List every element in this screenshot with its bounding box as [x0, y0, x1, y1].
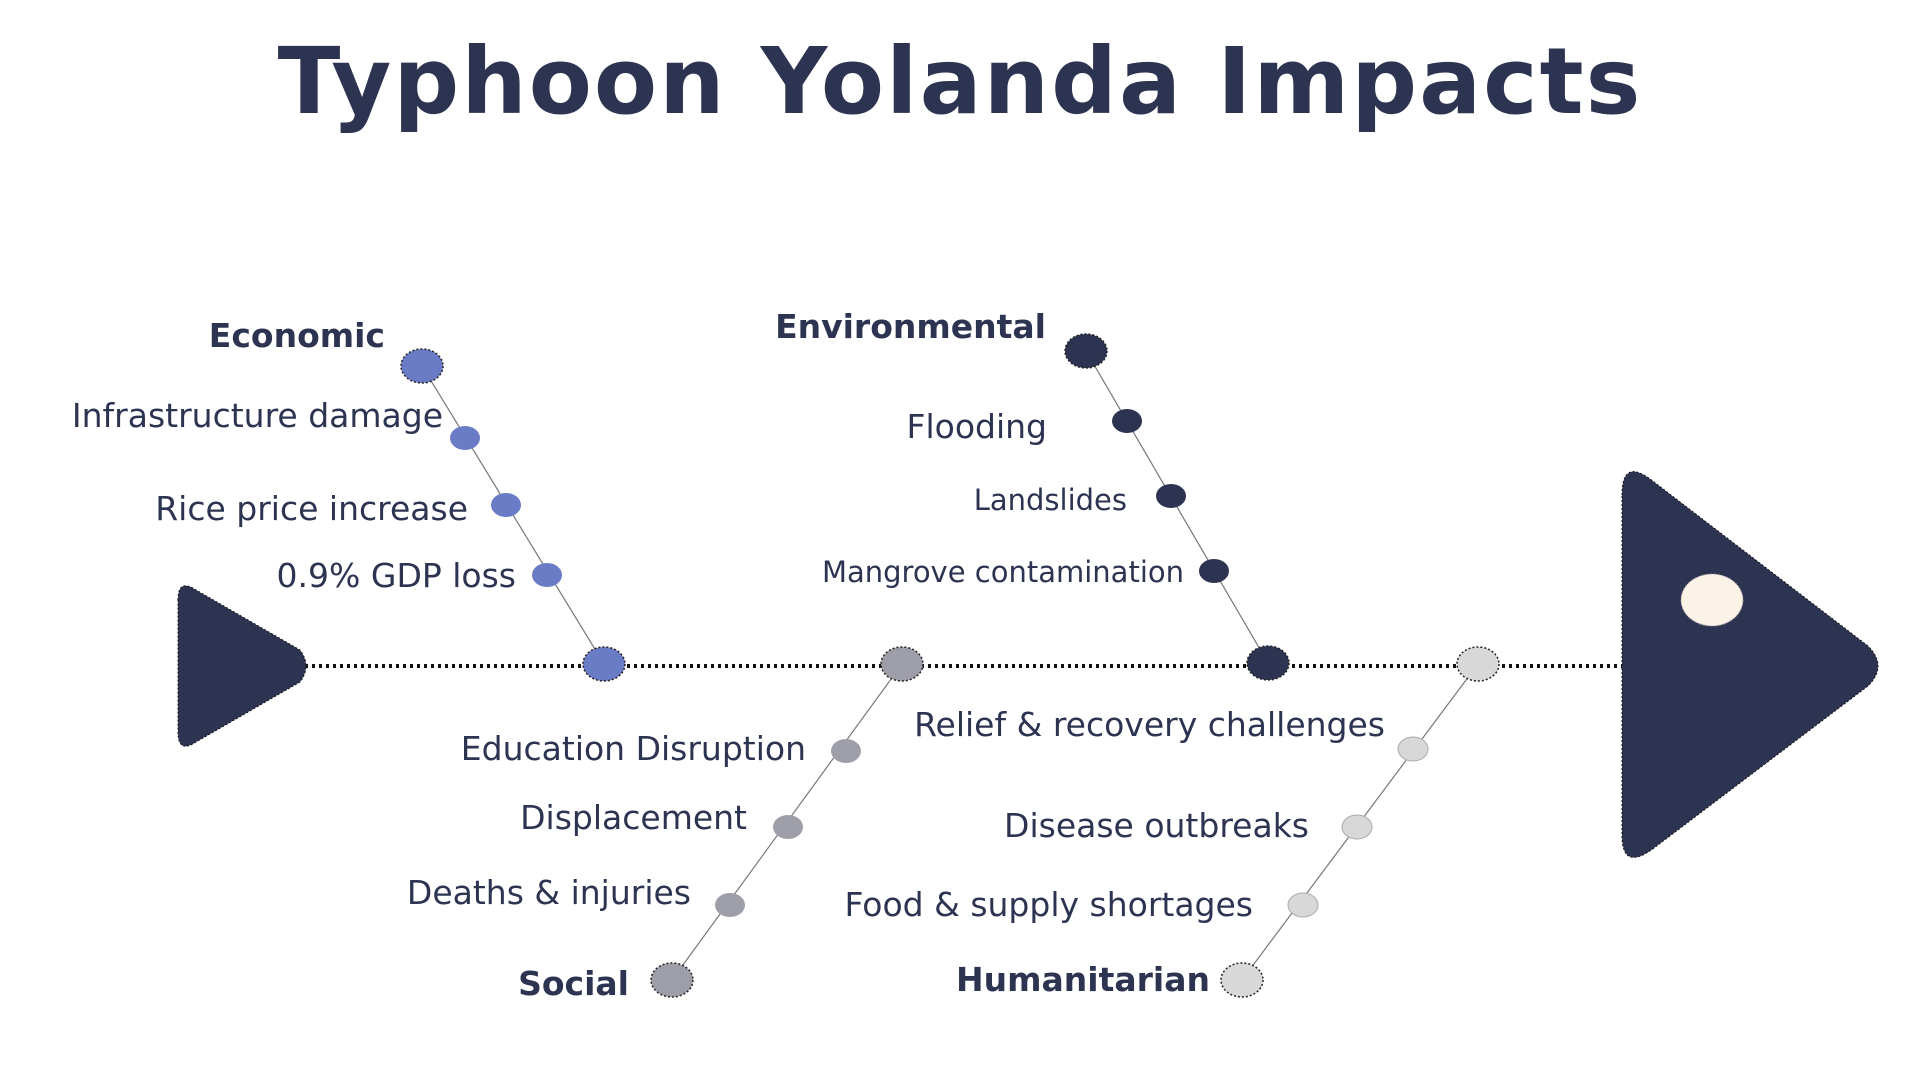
humanitarian-item-label: Food & supply shortages	[844, 885, 1253, 924]
social-spine-node	[880, 646, 924, 682]
economic-item-node	[450, 426, 480, 450]
fish-head	[1621, 471, 1879, 858]
economic-category-label: Economic	[208, 316, 385, 355]
environmental-item-node	[1112, 409, 1142, 433]
economic-item-label: Rice price increase	[155, 489, 468, 528]
humanitarian-item-node	[1397, 736, 1429, 762]
page-title: Typhoon Yolanda Impacts	[277, 28, 1643, 135]
humanitarian-category-label: Humanitarian	[956, 960, 1210, 999]
social-item-label: Deaths & injuries	[406, 873, 691, 912]
environmental-branch-line	[1085, 350, 1269, 664]
environmental-item-node	[1199, 559, 1229, 583]
economic-category-node	[400, 348, 444, 384]
social-category-label: Social	[518, 964, 629, 1003]
economic-item-node	[532, 563, 562, 587]
humanitarian-item-label: Disease outbreaks	[1004, 806, 1309, 845]
social-item-node	[831, 739, 861, 763]
environmental-item-label: Flooding	[906, 407, 1047, 446]
fish-tail	[177, 585, 307, 747]
economic-spine-node	[582, 646, 626, 682]
environmental-item-label: Mangrove contamination	[821, 555, 1184, 589]
humanitarian-item-label: Relief & recovery challenges	[914, 705, 1385, 744]
humanitarian-spine-node	[1456, 646, 1500, 682]
social-item-node	[773, 815, 803, 839]
economic-item-label: Infrastructure damage	[71, 396, 443, 435]
social-item-label: Education Disruption	[460, 729, 806, 768]
humanitarian-item-node	[1341, 814, 1373, 840]
environmental-category-label: Environmental	[775, 307, 1046, 346]
economic-item-label: 0.9% GDP loss	[276, 556, 516, 595]
social-item-node	[715, 893, 745, 917]
humanitarian-category-node	[1220, 962, 1264, 998]
fish-eye	[1680, 573, 1744, 627]
environmental-category-node	[1064, 333, 1108, 369]
humanitarian-item-node	[1287, 892, 1319, 918]
environmental-item-label: Landslides	[973, 483, 1127, 517]
economic-item-node	[491, 493, 521, 517]
social-item-label: Displacement	[520, 798, 747, 837]
environmental-item-node	[1156, 484, 1186, 508]
social-category-node	[650, 962, 694, 998]
environmental-spine-node	[1246, 645, 1290, 681]
